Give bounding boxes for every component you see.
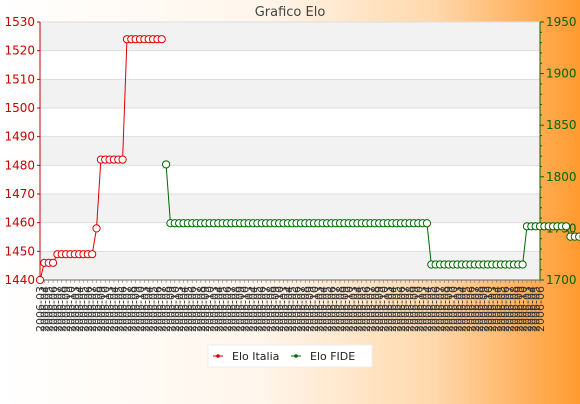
y-tick-left-label: 1520 bbox=[4, 44, 35, 58]
y-tick-right-label: 1700 bbox=[546, 273, 577, 287]
elo-italia-point bbox=[158, 36, 165, 43]
legend-swatch-dot bbox=[294, 354, 298, 358]
elo-fide-point bbox=[519, 261, 526, 268]
y-tick-left-label: 1440 bbox=[4, 273, 35, 287]
y-tick-left-label: 1510 bbox=[4, 72, 35, 86]
y-tick-right-label: 1800 bbox=[546, 170, 577, 184]
legend-swatch-dot bbox=[216, 354, 220, 358]
legend-label-elo-fide: Elo FIDE bbox=[310, 350, 355, 363]
elo-fide-point bbox=[576, 233, 580, 240]
grid-band bbox=[40, 194, 540, 223]
elo-italia-point bbox=[93, 225, 100, 232]
elo-italia-point bbox=[89, 251, 96, 258]
elo-italia-point bbox=[49, 259, 56, 266]
grid-band bbox=[40, 79, 540, 108]
y-tick-left-label: 1450 bbox=[4, 244, 35, 258]
y-tick-right-label: 1900 bbox=[546, 67, 577, 81]
y-tick-left-label: 1480 bbox=[4, 158, 35, 172]
chart-title: Grafico Elo bbox=[255, 5, 326, 20]
y-tick-right-label: 1850 bbox=[546, 118, 577, 132]
elo-italia-point bbox=[36, 276, 43, 283]
y-tick-right-label: 1950 bbox=[546, 15, 577, 29]
elo-italia-point bbox=[119, 156, 126, 163]
y-tick-left-label: 1470 bbox=[4, 187, 35, 201]
grid-band bbox=[40, 22, 540, 51]
legend-label-elo-italia: Elo Italia bbox=[232, 350, 279, 363]
elo-fide-point bbox=[162, 161, 169, 168]
y-tick-left-label: 1500 bbox=[4, 101, 35, 115]
y-tick-left-label: 1530 bbox=[4, 15, 35, 29]
y-tick-left-label: 1490 bbox=[4, 130, 35, 144]
elo-fide-point bbox=[423, 220, 430, 227]
x-tick-label: 2006-06 bbox=[534, 286, 547, 332]
elo-fide-point bbox=[562, 223, 569, 230]
y-tick-left-label: 1460 bbox=[4, 216, 35, 230]
